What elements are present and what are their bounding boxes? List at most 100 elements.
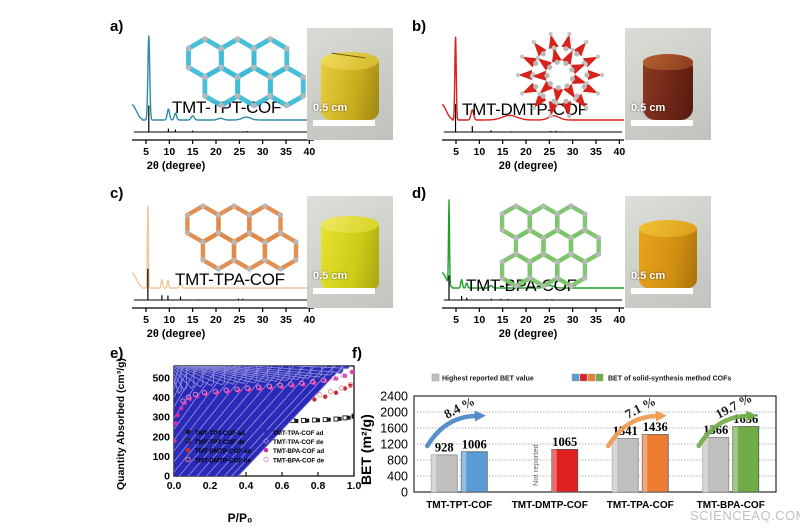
sample-photo-c: 0.5 cm xyxy=(307,196,393,308)
svg-text:25: 25 xyxy=(233,314,245,326)
svg-text:400: 400 xyxy=(387,470,408,484)
isotherm-xlabel: P/P₀ xyxy=(227,511,253,525)
svg-text:35: 35 xyxy=(280,314,292,326)
panel-letter-c: c) xyxy=(110,185,124,202)
svg-text:0.0: 0.0 xyxy=(167,480,182,492)
svg-text:0.6: 0.6 xyxy=(275,480,290,492)
scalebar-c xyxy=(313,288,375,294)
svg-text:0: 0 xyxy=(401,486,408,500)
svg-text:15: 15 xyxy=(497,146,509,158)
cof-structure-c xyxy=(184,203,299,272)
svg-text:40: 40 xyxy=(303,146,315,158)
svg-text:TMT-DMTP-COF ad: TMT-DMTP-COF ad xyxy=(195,448,251,455)
svg-text:1200: 1200 xyxy=(380,438,408,452)
xrd-xaxis-label-c: 2θ (degree) xyxy=(146,328,206,340)
svg-text:928: 928 xyxy=(435,440,454,454)
xrd-panel-d: 5 10 15 20 25 30 35 40 xyxy=(428,196,628,326)
scalebar-text-b: 0.5 cm xyxy=(631,102,666,114)
svg-text:25: 25 xyxy=(233,146,245,158)
svg-text:TMT-TPA-COF: TMT-TPA-COF xyxy=(607,500,674,511)
svg-text:20: 20 xyxy=(210,146,222,158)
svg-text:1006: 1006 xyxy=(462,437,487,451)
xrd-chart-d: 5 10 15 20 25 30 35 40 xyxy=(441,199,625,326)
svg-text:15: 15 xyxy=(187,146,199,158)
svg-text:0.4: 0.4 xyxy=(239,480,254,492)
svg-text:0: 0 xyxy=(164,471,170,483)
svg-text:100: 100 xyxy=(152,451,170,463)
svg-text:25: 25 xyxy=(543,146,555,158)
xrd-chart-a: 5 10 15 20 25 30 35 40 xyxy=(131,35,315,158)
panel-letter-b: b) xyxy=(412,18,427,35)
panel-letter-f: f) xyxy=(352,345,362,362)
svg-text:2000: 2000 xyxy=(380,406,408,420)
cof-structure-a xyxy=(185,36,306,109)
scalebar-b xyxy=(631,120,693,126)
cof-structure-d xyxy=(499,203,602,289)
panel-letter-d: d) xyxy=(412,185,427,202)
svg-text:2400: 2400 xyxy=(380,390,408,404)
svg-text:5: 5 xyxy=(143,146,149,158)
xrd-panel-c: 5 10 15 20 25 30 35 40 xyxy=(118,196,318,326)
svg-text:400: 400 xyxy=(152,392,170,404)
svg-text:20: 20 xyxy=(520,314,532,326)
isotherm-ylabel: Quantity Absorbed (cm³/g) xyxy=(115,357,127,490)
xrd-chart-c: 5 10 15 20 25 30 35 40 xyxy=(131,205,315,326)
svg-text:TMT-TPA-COF de: TMT-TPA-COF de xyxy=(273,439,324,446)
svg-text:40: 40 xyxy=(303,314,315,326)
svg-text:40: 40 xyxy=(613,314,625,326)
scalebar-a xyxy=(313,120,375,126)
scalebar-text-a: 0.5 cm xyxy=(313,102,348,114)
xrd-xaxis-label-d: 2θ (degree) xyxy=(498,328,558,340)
xrd-label-c: TMT-TPA-COF xyxy=(175,270,285,289)
svg-text:30: 30 xyxy=(257,146,269,158)
svg-text:5: 5 xyxy=(453,146,459,158)
svg-text:15: 15 xyxy=(187,314,199,326)
svg-text:0.8: 0.8 xyxy=(311,480,326,492)
xrd-xaxis-label-b: 2θ (degree) xyxy=(498,160,558,172)
svg-text:TMT-DMTP-COF de: TMT-DMTP-COF de xyxy=(195,457,252,464)
svg-text:10: 10 xyxy=(473,146,485,158)
svg-text:10: 10 xyxy=(163,146,175,158)
watermark: SCIENCEAQ.COM xyxy=(690,508,800,523)
xrd-chart-b: 5 10 15 20 25 30 35 40 xyxy=(441,36,625,158)
xrd-panel-a: 5 10 15 20 25 30 35 40 xyxy=(118,28,318,158)
svg-text:Not reported: Not reported xyxy=(531,444,540,486)
svg-text:10: 10 xyxy=(163,314,175,326)
panel-letter-a: a) xyxy=(110,18,124,35)
svg-text:25: 25 xyxy=(543,314,555,326)
svg-text:TMT-BPA-COF ad: TMT-BPA-COF ad xyxy=(273,448,324,455)
svg-text:TMT-BPA-COF de: TMT-BPA-COF de xyxy=(273,457,325,464)
bet-chart: Highest reported BET value BET of solid-s… xyxy=(380,373,777,511)
svg-text:TMT-DMTP-COF: TMT-DMTP-COF xyxy=(512,500,588,511)
svg-text:40: 40 xyxy=(613,146,625,158)
sample-photo-a: 0.5 cm xyxy=(307,28,393,140)
scalebar-text-c: 0.5 cm xyxy=(313,270,348,282)
svg-text:200: 200 xyxy=(152,431,170,443)
svg-text:1065: 1065 xyxy=(552,435,577,449)
scalebar-d xyxy=(631,288,693,294)
svg-text:5: 5 xyxy=(453,314,459,326)
isotherm-chart: 0 100 200 300 400 500 0.0 0.2 0.4 0.6 0.8 1.0 TMT-TP… xyxy=(152,365,361,492)
svg-text:0.2: 0.2 xyxy=(203,480,218,492)
svg-text:30: 30 xyxy=(257,314,269,326)
svg-text:500: 500 xyxy=(152,372,170,384)
svg-text:5: 5 xyxy=(143,314,149,326)
svg-text:TMT-TPT-COF de: TMT-TPT-COF de xyxy=(195,439,245,446)
svg-text:TMT-TPA-COF ad: TMT-TPA-COF ad xyxy=(273,430,324,437)
svg-text:Highest reported BET value: Highest reported BET value xyxy=(442,376,534,383)
sample-photo-b: 0.5 cm xyxy=(625,28,711,140)
svg-text:1436: 1436 xyxy=(643,420,668,434)
svg-text:35: 35 xyxy=(590,146,602,158)
svg-text:20: 20 xyxy=(210,314,222,326)
svg-text:TMT-TPT-COF ad: TMT-TPT-COF ad xyxy=(195,430,245,437)
xrd-panel-b: 5 10 15 20 25 30 35 40 xyxy=(428,28,628,158)
svg-text:30: 30 xyxy=(567,314,579,326)
svg-text:BET of solid-synthesis method: BET of solid-synthesis method COFs xyxy=(608,376,731,383)
svg-text:1600: 1600 xyxy=(380,422,408,436)
svg-text:800: 800 xyxy=(387,454,408,468)
sample-photo-d: 0.5 cm xyxy=(625,196,711,308)
svg-text:300: 300 xyxy=(152,412,170,424)
svg-text:10: 10 xyxy=(473,314,485,326)
cof-structure-b xyxy=(515,31,605,119)
scalebar-text-d: 0.5 cm xyxy=(631,270,666,282)
